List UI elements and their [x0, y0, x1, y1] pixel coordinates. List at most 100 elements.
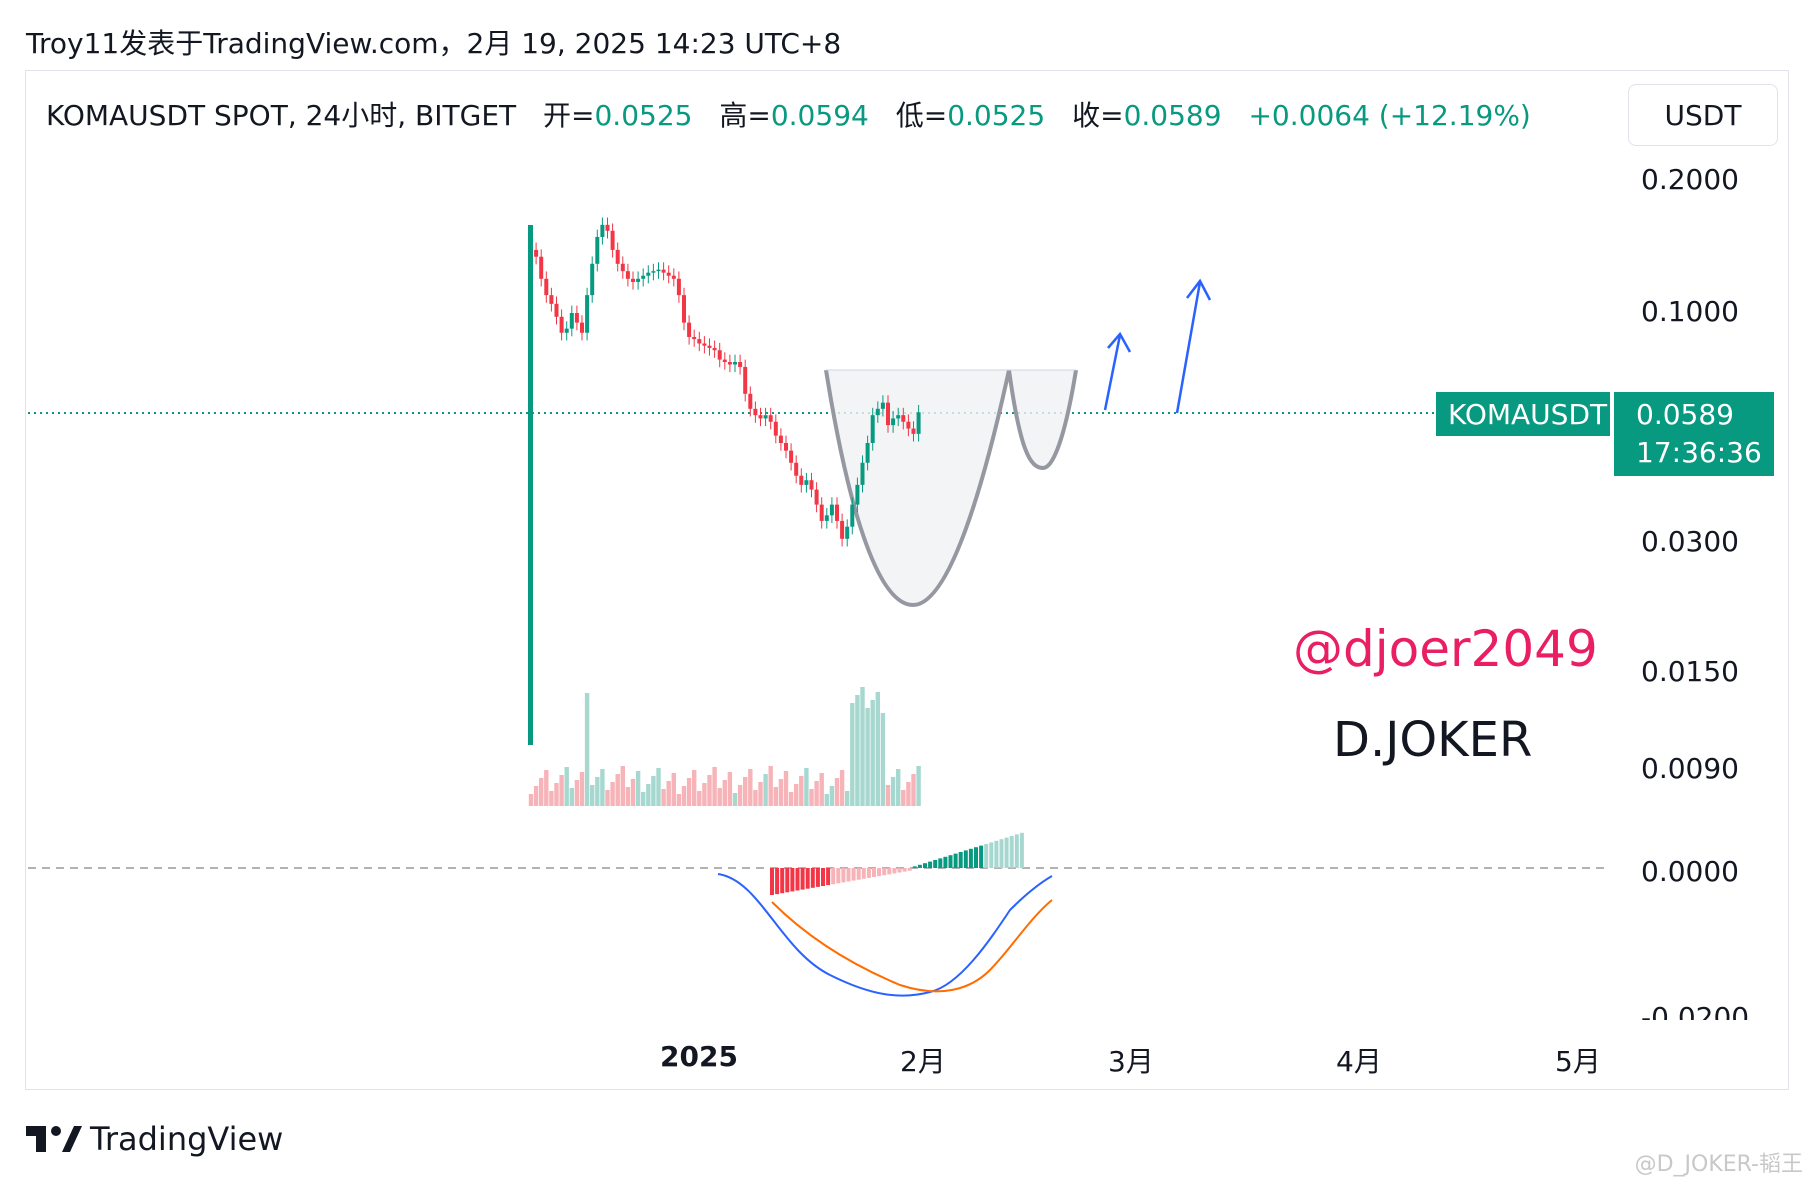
volume-bar — [753, 790, 758, 806]
volume-bar — [661, 789, 666, 806]
candle-body — [886, 402, 890, 426]
candle-body — [789, 450, 794, 463]
candle-body — [585, 295, 590, 333]
macd-histogram-bar — [1014, 834, 1019, 868]
candle-body — [753, 408, 758, 416]
open-value: 0.0525 — [594, 99, 693, 132]
candle-body — [743, 366, 748, 394]
volume-bar — [885, 785, 891, 806]
volume-bar — [605, 790, 610, 806]
candle-body — [814, 489, 819, 505]
candle-body — [916, 412, 921, 434]
candle-body — [528, 225, 533, 745]
candle-body — [590, 263, 595, 296]
macd-histogram-bar — [938, 858, 943, 868]
candle-body — [891, 418, 896, 426]
volume-bar — [916, 766, 921, 806]
candle-body — [799, 475, 804, 485]
volume-bar — [600, 769, 605, 806]
macd-histogram-bar — [984, 844, 989, 868]
macd-histogram-bar — [836, 868, 841, 884]
currency-unit-button[interactable]: USDT — [1628, 84, 1778, 146]
macd-histogram-bar — [851, 868, 856, 881]
candle-body — [819, 504, 824, 521]
candle-body — [636, 278, 641, 282]
volume-bar — [559, 775, 564, 806]
candle-body — [687, 322, 692, 337]
candle-body — [559, 316, 564, 333]
publish-header: Troy11发表于TradingView.com，2月 19, 2025 14:… — [26, 27, 842, 60]
high-value: 0.0594 — [770, 99, 869, 132]
macd-histogram-bar — [917, 864, 922, 868]
macd-histogram-bar — [902, 868, 907, 872]
volume-bar — [829, 786, 835, 806]
macd-histogram-bar — [968, 848, 973, 868]
candle-body — [804, 480, 809, 485]
volume-bar — [727, 772, 733, 806]
candle-body — [784, 443, 788, 451]
macd-histogram-bar — [994, 840, 999, 868]
macd-histogram-bar — [887, 868, 892, 875]
macd-histogram-bar — [953, 853, 958, 868]
candle-body — [865, 443, 870, 463]
candle-body — [574, 313, 579, 323]
candle-body — [697, 339, 702, 344]
macd-histogram-bar — [770, 868, 774, 895]
macd-histogram-bar — [831, 868, 836, 885]
up-arrow-1 — [1103, 331, 1132, 411]
candle-body — [840, 520, 845, 539]
volume-bar — [845, 791, 850, 806]
volume-bar — [758, 782, 763, 806]
candle-body — [835, 504, 839, 521]
volume-bar — [569, 788, 574, 806]
volume-bar — [722, 780, 727, 806]
volume-bar — [620, 766, 625, 806]
candle-body — [809, 480, 814, 490]
volume-bar — [906, 782, 911, 806]
volume-bar — [656, 768, 661, 806]
candle-body — [615, 249, 620, 264]
volume-bar — [732, 793, 738, 806]
candle-body — [595, 236, 600, 264]
y-tick-label: -0.0200 — [1641, 1001, 1750, 1020]
macd-histogram-bar — [785, 868, 790, 893]
volume-bar — [702, 783, 707, 806]
macd-histogram-bar — [877, 868, 882, 877]
volume-bar — [783, 771, 789, 806]
signal-line — [771, 899, 1053, 993]
macd-histogram-bar — [923, 863, 927, 868]
volume-bar — [788, 792, 794, 806]
change-value: +0.0064 (+12.19%) — [1248, 99, 1531, 132]
handle-pattern-curve — [1007, 369, 1078, 471]
candle-body — [727, 362, 732, 365]
candle-body — [733, 362, 737, 365]
candle-body — [554, 303, 559, 317]
candle-body — [860, 462, 865, 485]
tradingview-brand: TradingView — [90, 1120, 284, 1158]
candle-body — [829, 504, 834, 516]
volume-bar — [717, 788, 722, 806]
volume-bar — [564, 767, 569, 806]
macd-histogram-bar — [933, 860, 938, 868]
low-label: 低= — [895, 99, 948, 132]
y-tick-label: 0.0150 — [1641, 655, 1739, 688]
candle-body — [641, 275, 646, 279]
x-tick-label: 4月 — [1336, 1045, 1382, 1078]
candle-body — [880, 402, 885, 409]
volume-bar — [839, 770, 845, 806]
macd-histogram-bar — [948, 855, 953, 868]
volume-bar — [615, 774, 620, 806]
x-tick-label: 5月 — [1555, 1045, 1601, 1078]
candle-body — [758, 415, 763, 419]
candle-body — [671, 275, 676, 279]
candle-body — [773, 421, 778, 436]
macd-histogram-bar — [826, 868, 831, 886]
tradingview-logo[interactable]: TradingView — [26, 1120, 283, 1158]
volume-bar — [814, 781, 819, 806]
macd-histogram-bar — [841, 868, 846, 883]
volume-bar — [737, 785, 743, 806]
volume-bar — [712, 767, 717, 806]
macd-histogram-bar — [989, 842, 994, 868]
candle-body — [666, 272, 671, 276]
volume-bar — [834, 778, 840, 806]
